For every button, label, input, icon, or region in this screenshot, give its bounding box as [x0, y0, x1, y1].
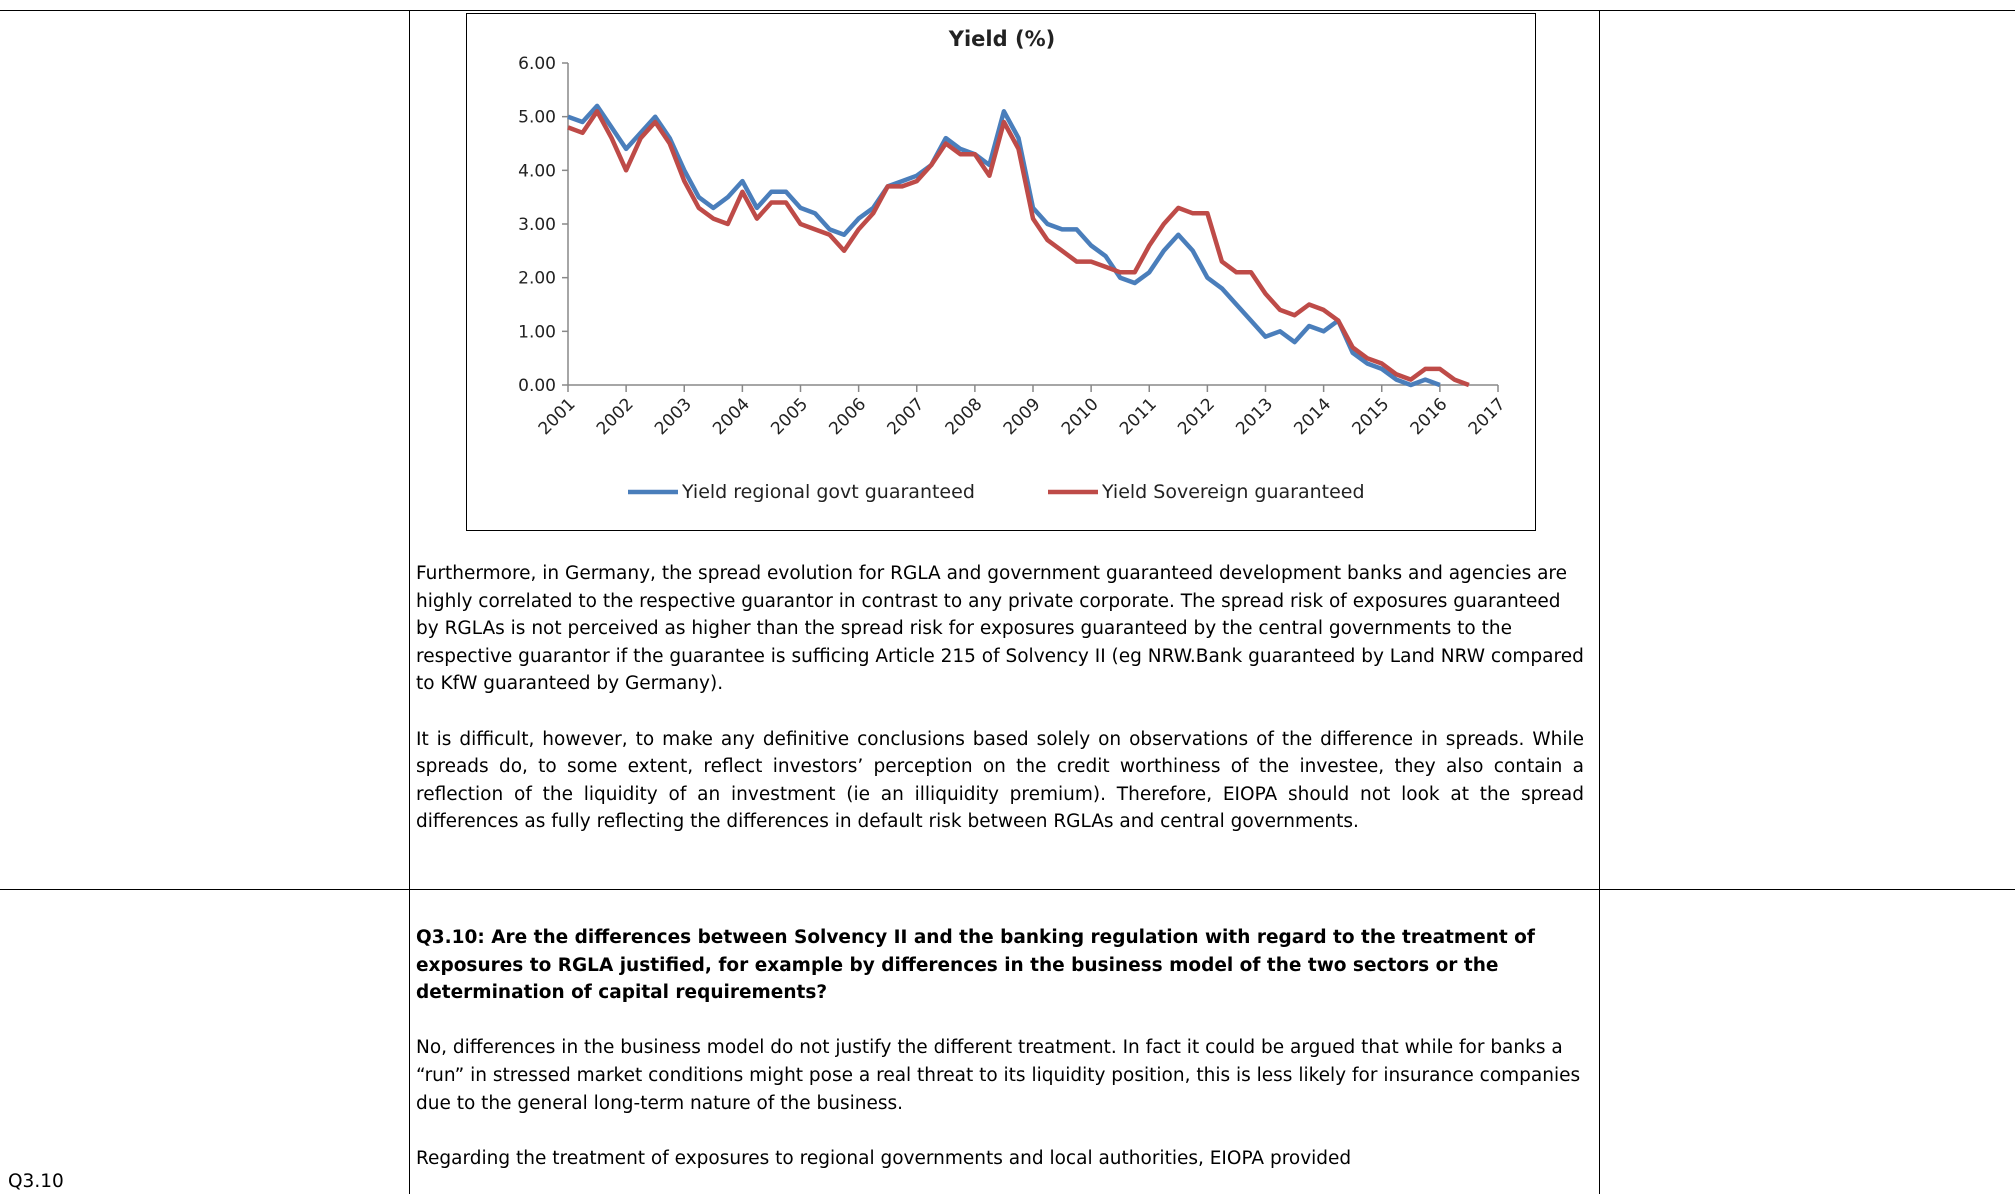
paragraph: Regarding the treatment of exposures to … — [416, 1147, 1352, 1169]
legend-label: Yield Sovereign guaranteed — [1101, 481, 1365, 503]
x-tick-label: 2006 — [825, 394, 870, 439]
chart: Yield (%) 0.00 1.00 2.00 3.00 4.00 5.00 6.00 20… — [518, 27, 1510, 503]
x-tick-label: 2001 — [535, 394, 580, 439]
question: Q3.10: Are the differences between Solve… — [416, 927, 1535, 1004]
x-tick-label: 2008 — [942, 394, 987, 439]
x-tick-label: 2003 — [651, 394, 696, 439]
x-tick-label: 2017 — [1465, 394, 1510, 439]
y-tick-label: 5.00 — [518, 108, 556, 128]
x-tick-label: 2004 — [709, 394, 754, 439]
x-tick-label: 2009 — [1000, 394, 1045, 439]
legend-label: Yield regional govt guaranteed — [681, 481, 975, 503]
paragraph: It is difficult, however, to make any de… — [416, 728, 1584, 833]
column-border — [409, 10, 410, 1194]
y-tick-label: 0.00 — [518, 376, 556, 396]
x-tick-label: 2011 — [1116, 394, 1161, 439]
y-tick-label: 1.00 — [518, 322, 556, 342]
y-tick-label: 3.00 — [518, 215, 556, 235]
x-tick-label: 2005 — [767, 394, 812, 439]
row-border — [0, 10, 2015, 11]
x-tick-label: 2002 — [593, 394, 638, 439]
series-line — [567, 103, 1441, 388]
text-block: Q3.10: Are the differences between Solve… — [416, 924, 1584, 1200]
column-border — [1599, 10, 1600, 1194]
text-block: Furthermore, in Germany, the spread evol… — [416, 560, 1584, 864]
series-line — [567, 109, 1470, 388]
y-tick-label: 6.00 — [518, 54, 556, 74]
row-label: Q3.10 — [8, 1171, 64, 1192]
x-tick-label: 2014 — [1290, 394, 1335, 439]
paragraph: No, differences in the business model do… — [416, 1037, 1581, 1114]
x-tick-label: 2010 — [1058, 394, 1103, 439]
chart-frame: Yield (%) 0.00 1.00 2.00 3.00 4.00 5.00 6.00 20… — [466, 13, 1536, 531]
x-tick-label: 2015 — [1349, 394, 1394, 439]
chart-title: Yield (%) — [948, 27, 1055, 51]
x-tick-label: 2012 — [1174, 394, 1219, 439]
paragraph: Furthermore, in Germany, the spread evol… — [416, 563, 1584, 695]
y-tick-label: 4.00 — [518, 161, 556, 181]
x-tick-label: 2013 — [1232, 394, 1277, 439]
row-border — [0, 889, 2015, 890]
x-tick-label: 2016 — [1407, 394, 1452, 439]
y-tick-label: 2.00 — [518, 269, 556, 289]
x-tick-label: 2007 — [884, 394, 929, 439]
